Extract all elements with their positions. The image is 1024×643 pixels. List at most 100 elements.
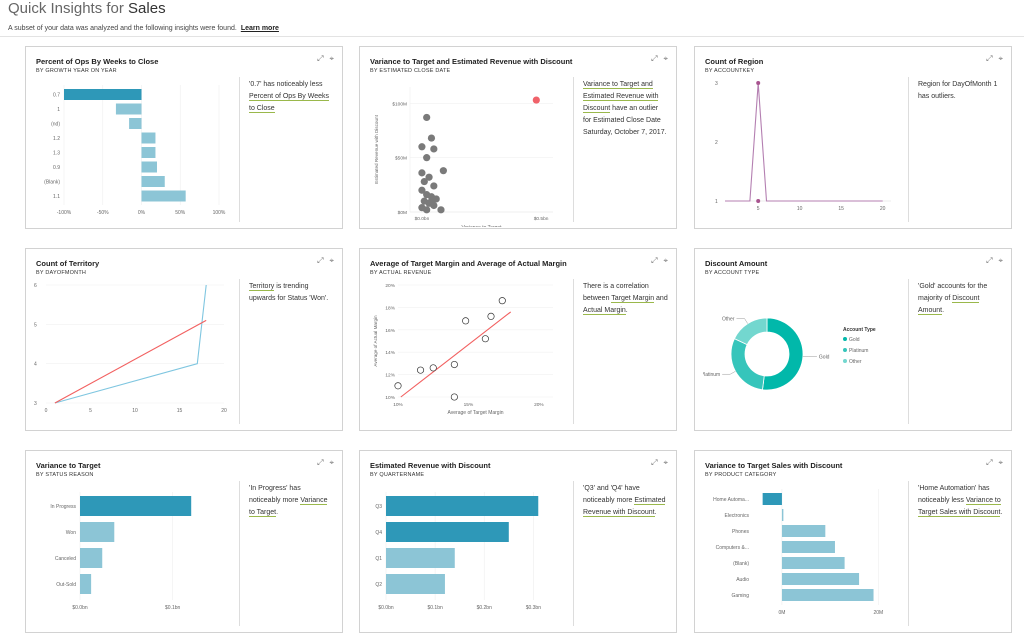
category-label: 1 — [57, 107, 60, 113]
bar[interactable] — [115, 103, 142, 115]
insight-text: 'Gold' accounts for the majority of Disc… — [918, 283, 988, 315]
insight-card-c3[interactable]: Count of Region BY ACCOUNTKEY ⤢ ⌖ Region for… — [694, 46, 1012, 229]
data-point[interactable] — [439, 167, 447, 175]
card-actions: ⤢ ⌖ — [645, 256, 668, 266]
data-point[interactable] — [756, 199, 761, 203]
data-point[interactable] — [394, 382, 402, 390]
learn-more-link[interactable]: Learn more — [240, 25, 279, 32]
card-title: Count of Region — [705, 57, 764, 66]
bar[interactable] — [129, 118, 142, 129]
card-divider — [908, 481, 909, 626]
bar[interactable] — [781, 557, 845, 569]
pin-icon[interactable]: ⌖ — [329, 54, 334, 63]
insight-card-c1[interactable]: Percent of Ops By Weeks to Close BY GROWT… — [25, 46, 343, 229]
data-point[interactable] — [418, 186, 426, 194]
bar[interactable] — [386, 548, 455, 568]
category-label: Electronics — [725, 513, 750, 519]
bar[interactable] — [141, 190, 186, 202]
expand-icon[interactable]: ⤢ — [986, 458, 993, 467]
bar[interactable] — [386, 522, 509, 542]
data-point[interactable] — [427, 197, 436, 205]
pin-icon[interactable]: ⌖ — [998, 458, 1003, 467]
bar[interactable] — [781, 589, 874, 601]
x-tick-label: $0.1bn — [427, 605, 443, 611]
pin-icon[interactable]: ⌖ — [663, 458, 668, 467]
card-subtitle: BY PRODUCT CATEGORY — [705, 472, 777, 478]
insight-card-c9[interactable]: Variance to Target Sales with Discount BY… — [694, 450, 1012, 633]
data-point[interactable] — [418, 169, 426, 177]
pie-slice[interactable] — [730, 338, 765, 391]
data-point[interactable] — [487, 312, 495, 320]
bar[interactable] — [80, 574, 92, 594]
expand-icon[interactable]: ⤢ — [317, 54, 324, 63]
insight-card-c4[interactable]: Count of Territory BY DAYOFMONTH ⤢ ⌖ Territo… — [25, 248, 343, 431]
data-point[interactable] — [423, 154, 431, 162]
data-point[interactable] — [498, 297, 506, 305]
card-actions: ⤢ ⌖ — [980, 54, 1003, 64]
insight-card-c6[interactable]: Discount Amount BY ACCOUNT TYPE ⤢ ⌖ 'Gold' a… — [694, 248, 1012, 431]
expand-icon[interactable]: ⤢ — [317, 256, 324, 265]
bar[interactable] — [80, 548, 103, 568]
pin-icon[interactable]: ⌖ — [663, 54, 668, 63]
bar[interactable] — [141, 147, 156, 158]
insight-card-c7[interactable]: Variance to Target BY STATUS REASON ⤢ ⌖ 'In … — [25, 450, 343, 633]
data-point[interactable] — [425, 173, 433, 181]
data-point[interactable] — [418, 143, 426, 151]
data-point[interactable] — [423, 206, 431, 214]
outlier-point[interactable] — [756, 81, 761, 85]
data-point[interactable] — [420, 177, 428, 186]
bar[interactable] — [386, 496, 539, 516]
category-label: Gaming — [731, 593, 749, 599]
bar[interactable] — [762, 493, 782, 505]
bar[interactable] — [781, 509, 784, 521]
pin-icon[interactable]: ⌖ — [998, 256, 1003, 265]
expand-icon[interactable]: ⤢ — [317, 458, 324, 467]
page-title: Quick Insights for Sales — [8, 0, 166, 17]
x-tick-label: 10% — [393, 402, 403, 408]
insight-card-c8[interactable]: Estimated Revenue with Discount BY QUARTE… — [359, 450, 677, 633]
bar[interactable] — [386, 574, 445, 594]
expand-icon[interactable]: ⤢ — [651, 458, 658, 467]
x-tick-label: 15 — [838, 206, 844, 212]
pie-slice[interactable] — [762, 317, 804, 391]
pie-slice[interactable] — [733, 317, 768, 346]
bar[interactable] — [781, 525, 826, 537]
data-point[interactable] — [416, 366, 425, 374]
data-point[interactable] — [430, 182, 438, 190]
category-label: 0.7 — [53, 93, 60, 99]
data-point[interactable] — [481, 335, 489, 343]
pin-icon[interactable]: ⌖ — [663, 256, 668, 265]
insight-card-c5[interactable]: Average of Target Margin and Average of … — [359, 248, 677, 431]
bar[interactable] — [781, 573, 860, 585]
bar[interactable] — [781, 541, 835, 553]
bar[interactable] — [141, 161, 158, 173]
bar[interactable] — [141, 132, 156, 144]
expand-icon[interactable]: ⤢ — [986, 54, 993, 63]
outlier-point[interactable] — [532, 96, 540, 104]
bar[interactable] — [80, 496, 192, 516]
data-point[interactable] — [450, 393, 458, 401]
data-point[interactable] — [423, 113, 431, 122]
expand-icon[interactable]: ⤢ — [651, 54, 658, 63]
data-point[interactable] — [450, 360, 458, 369]
expand-icon[interactable]: ⤢ — [651, 256, 658, 265]
data-point[interactable] — [427, 134, 436, 142]
bar[interactable] — [141, 176, 165, 187]
data-point[interactable] — [429, 364, 437, 372]
data-point[interactable] — [437, 206, 445, 214]
bar[interactable] — [80, 522, 115, 542]
pin-icon[interactable]: ⌖ — [998, 54, 1003, 63]
insight-card-c2[interactable]: Variance to Target and Estimated Revenue… — [359, 46, 677, 229]
pin-icon[interactable]: ⌖ — [329, 458, 334, 467]
card-subtitle: BY ACTUAL REVENUE — [370, 270, 432, 276]
bar[interactable] — [64, 89, 142, 100]
expand-icon[interactable]: ⤢ — [986, 256, 993, 265]
insight-highlight: Estimated Revenue with Discount — [583, 497, 666, 517]
data-point[interactable] — [462, 317, 470, 325]
category-label: Q4 — [375, 530, 382, 536]
data-point[interactable] — [430, 145, 438, 153]
card-divider — [908, 279, 909, 424]
pin-icon[interactable]: ⌖ — [329, 256, 334, 265]
x-axis-label: Variance to Target — [461, 225, 502, 227]
category-label: In Progress — [50, 504, 76, 510]
